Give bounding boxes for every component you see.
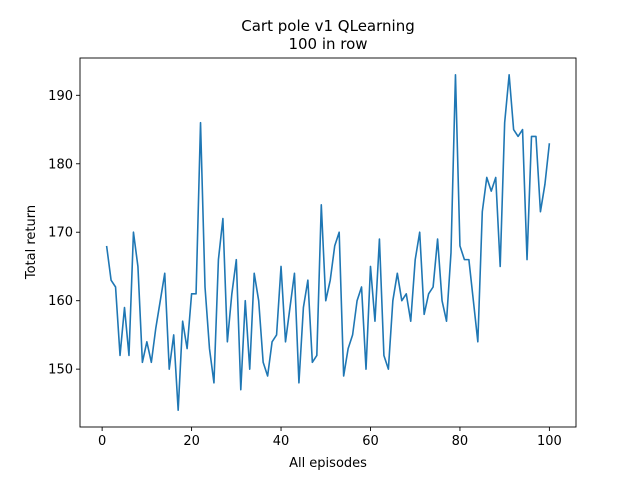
x-tick-label-40: 40 <box>273 434 290 449</box>
x-tick-label-80: 80 <box>452 434 469 449</box>
axes-frame <box>79 57 577 428</box>
y-tick-label-150: 150 <box>48 363 73 378</box>
x-tick-label-20: 20 <box>183 434 200 449</box>
y-tick-label-180: 180 <box>48 157 73 172</box>
x-tick-label-60: 60 <box>362 434 379 449</box>
y-tick-label-190: 190 <box>48 89 73 104</box>
x-tick-label-100: 100 <box>537 434 562 449</box>
x-axis-label: All episodes <box>289 456 367 471</box>
chart-title: Cart pole v1 QLearning <box>241 17 414 35</box>
y-axis-label: Total return <box>24 205 39 280</box>
y-tick-label-160: 160 <box>48 294 73 309</box>
x-tick-label-0: 0 <box>98 434 106 449</box>
series-line-0 <box>105 73 551 412</box>
y-tick-label-170: 170 <box>48 226 73 241</box>
chart-subtitle: 100 in row <box>288 35 367 53</box>
plot-area: 0 20 40 60 80 100 150 160 170 180 190 <box>48 57 577 449</box>
